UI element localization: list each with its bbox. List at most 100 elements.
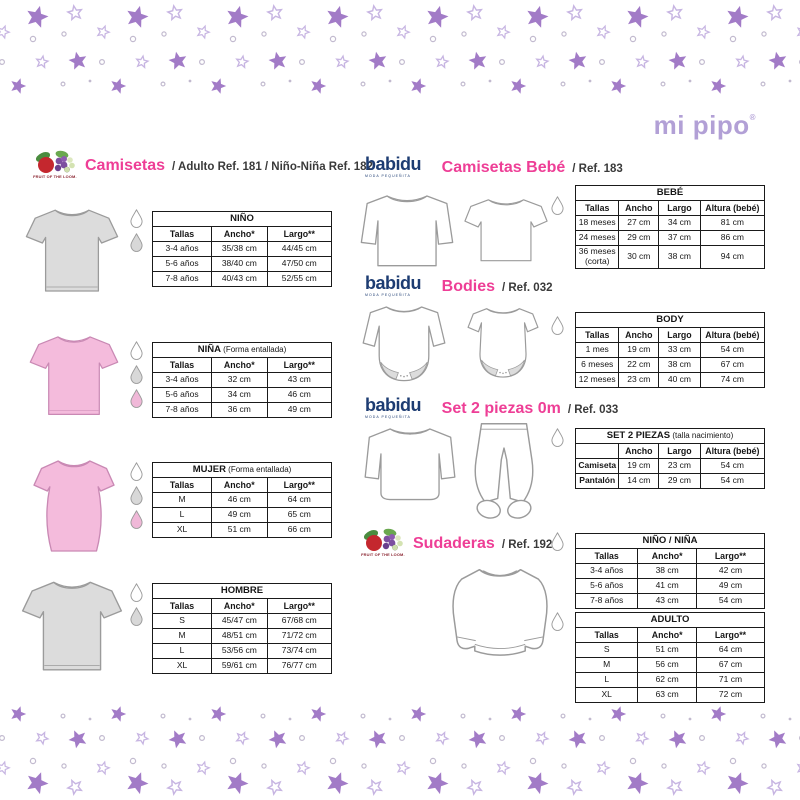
table-cell: 36 meses (corta) [574,245,620,269]
registered-mark: ® [749,113,756,122]
color-drops-bebe [549,195,566,216]
bodysuit-longsleeve-illustration [360,303,448,387]
color-drop-icon [549,531,566,552]
table-cell: 19 cm [618,458,660,474]
table-cell: 34 cm [658,215,701,231]
table-cell: Pantalón [574,473,620,489]
column-header: Tallas [151,598,213,614]
color-drop-icon [128,208,145,229]
column-header: Tallas [574,327,620,343]
section-title: Set 2 piezas 0m [441,399,561,417]
tshirt-nina-illustration [28,333,120,419]
color-drop-icon [128,606,145,627]
table-title: NIÑA (Forma entallada) [152,342,332,358]
table-cell: 36 cm [211,402,268,418]
column-header [574,443,620,459]
color-drop-icon [128,582,145,603]
column-header: Altura (bebé) [699,327,766,343]
section-header-set2piezas: babidu MODA PEQUEÑITA Set 2 piezas 0m / … [365,396,618,421]
column-header: Ancho* [211,477,268,493]
section-ref: / Ref. 032 [501,281,553,294]
table-title: NIÑO / NIÑA [575,533,765,549]
table-cell: 34 cm [211,387,268,403]
size-table: MUJER (Forma entallada) Tallas Ancho* Largo… [151,462,333,538]
tshirt-nino-illustration [24,206,120,296]
color-drops-nino [128,208,145,253]
table-cell: 5-6 años [151,256,213,272]
size-table: NIÑO Tallas Ancho* Largo** 3-4 años 35/38 cm 4… [151,211,333,287]
babidu-tagline: MODA PEQUEÑITA [365,293,411,298]
table-cell: 24 meses [574,230,620,246]
table-title: HOMBRE [152,583,332,599]
size-table-body: BODY Tallas Ancho Largo Altura (bebé) 1 mes 19… [574,312,766,388]
table-cell: 6 meses [574,357,620,373]
fruit-of-the-loom-icon [361,528,405,554]
size-table: BODY Tallas Ancho Largo Altura (bebé) 1 mes 19… [574,312,766,388]
table-cell: 40 cm [658,372,701,388]
column-header: Largo** [266,357,333,373]
fruit-of-the-loom-logo: FRUIT OF THE LOOM. [32,150,78,181]
table-cell: L [151,507,213,523]
section-header-sudaderas: FRUIT OF THE LOOM. Sudaderas / Ref. 192 [360,528,552,559]
table-cell: 32 cm [211,372,268,388]
table-cell: 59/61 cm [211,658,268,674]
size-table-nino-nina: NIÑO / NIÑA Tallas Ancho* Largo** 3-4 años 38… [574,533,766,609]
table-cell: 38 cm [658,357,701,373]
column-header: Ancho [618,200,660,216]
color-drop-icon [549,195,566,216]
column-header: Ancho* [211,357,268,373]
size-table-mujer: MUJER (Forma entallada) Tallas Ancho* Largo… [151,462,333,538]
size-table-bebe: BEBÉ Tallas Ancho Largo Altura (bebé) 18 mese… [574,185,766,269]
table-cell: M [574,657,639,673]
column-header: Ancho* [637,548,697,564]
table-cell: 38 cm [658,245,701,269]
fruit-logo-caption: FRUIT OF THE LOOM. [33,175,77,180]
color-drop-icon [128,340,145,361]
table-cell: 62 cm [637,672,697,688]
table-cell: 30 cm [618,245,660,269]
table-cell: 35/38 cm [211,241,268,257]
table-cell: 72 cm [695,687,766,703]
color-drops-mujer [128,461,145,530]
babidu-logo: babidu MODA PEQUEÑITA [365,396,431,421]
section-title: Camisetas Bebé [441,158,566,176]
size-table: SET 2 PIEZAS (talla nacimiento) Ancho Larg… [574,428,766,489]
fruit-of-the-loom-icon [33,150,77,176]
table-cell: 23 cm [618,372,660,388]
column-header: Tallas [151,477,213,493]
size-table: BEBÉ Tallas Ancho Largo Altura (bebé) 18 mese… [574,185,766,269]
table-cell: 14 cm [618,473,660,489]
section-title: Bodies [441,277,495,295]
table-cell: 7-8 años [151,402,213,418]
color-drops-body [549,315,566,336]
set-shirt-illustration [360,424,460,507]
babidu-tagline: MODA PEQUEÑITA [365,415,411,420]
table-cell: 54 cm [699,342,766,358]
table-cell: 3-4 años [574,563,639,579]
table-cell: XL [151,522,213,538]
color-drop-icon [128,388,145,409]
color-drops-set [549,427,566,448]
table-cell: 3-4 años [151,372,213,388]
babidu-logo-text: babidu [365,154,421,174]
size-table-nina: NIÑA (Forma entallada) Tallas Ancho* Largo*… [151,342,333,418]
column-header: Ancho* [211,226,268,242]
table-cell: 43 cm [266,372,333,388]
table-cell: S [151,613,213,629]
color-drops-hombre [128,582,145,627]
sweatshirt-illustration [444,562,556,667]
table-cell: 7-8 años [151,271,213,287]
section-header-camisetas-bebe: babidu MODA PEQUEÑITA Camisetas Bebé / R… [365,155,623,180]
column-header: Largo [658,443,701,459]
color-drop-icon [128,364,145,385]
size-table-hombre: HOMBRE Tallas Ancho* Largo** S 45/47 cm 67/68 … [151,583,333,674]
column-header: Tallas [574,627,639,643]
table-cell: 23 cm [658,458,701,474]
table-cell: 18 meses [574,215,620,231]
size-table: HOMBRE Tallas Ancho* Largo** S 45/47 cm 67/68 … [151,583,333,674]
tshirt-hombre-illustration [20,578,124,675]
table-cell: 7-8 años [574,593,639,609]
table-cell: 74 cm [699,372,766,388]
mipipo-logo: mi pipo® [654,110,756,141]
